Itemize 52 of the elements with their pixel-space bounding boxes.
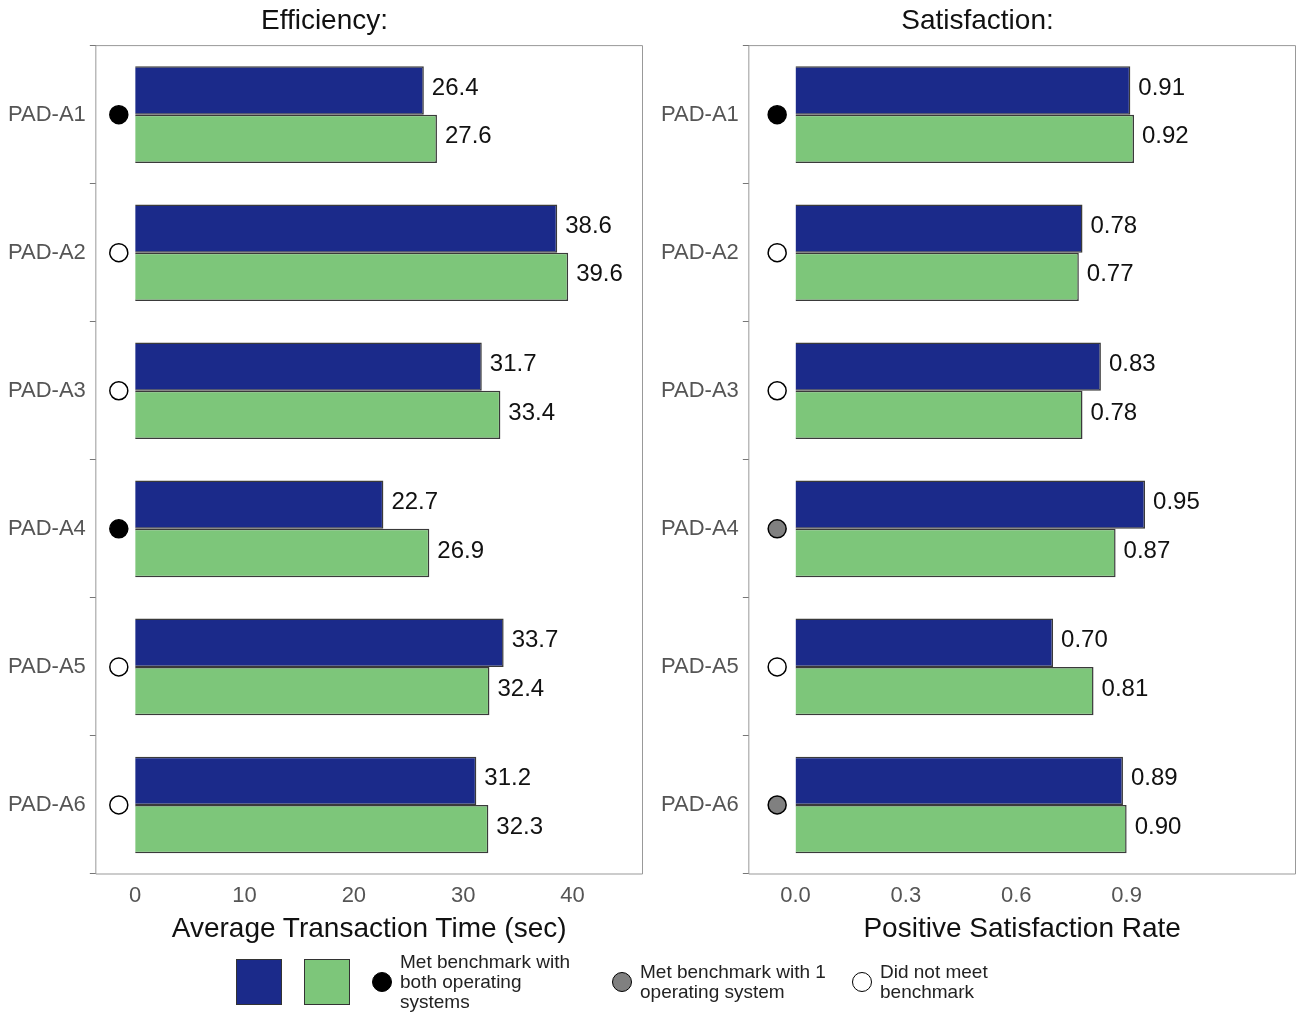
data-label: 22.7 [391,487,439,515]
data-label: 31.7 [489,349,537,377]
data-label: 39.6 [576,259,623,287]
y-tick-label: PAD-A6 [7,791,86,817]
chart-title: Efficiency: [260,3,389,35]
legend-label: Met benchmark with both operating systems [400,951,571,1012]
data-label: 0.95 [1153,487,1200,515]
data-label: 32.3 [496,811,544,839]
x-tick-label: 30 [450,882,476,908]
y-tick-label: PAD-A1 [660,100,739,126]
data-label: 31.2 [484,763,532,791]
data-label: 33.7 [511,625,559,653]
y-tick-label: PAD-A5 [660,652,739,678]
y-tick-label: PAD-A1 [7,100,86,126]
data-label: 0.89 [1130,763,1178,791]
y-tick-label: PAD-A4 [7,514,86,540]
x-tick-label: 40 [560,882,585,908]
y-tick-label: PAD-A3 [660,376,739,402]
data-label: 0.87 [1123,535,1171,563]
x-tick-label: 10 [232,882,257,908]
x-tick-label: 0.3 [890,882,922,908]
data-label: 0.77 [1086,259,1134,287]
data-label: 0.91 [1138,73,1186,101]
data-label: 0.83 [1108,349,1156,377]
x-tick-label: 0.6 [1000,882,1032,908]
data-label: 33.4 [508,397,556,425]
legend-label: Did not meet benchmark [880,960,989,1002]
y-tick-label: PAD-A4 [660,514,739,540]
x-axis-title: Average Transaction Time (sec) [171,911,567,943]
chart-title: Satisfaction: [901,3,1054,35]
y-tick-label: PAD-A5 [7,652,86,678]
data-label: 32.4 [497,673,545,701]
legend-label: Met benchmark with 1 operating system [640,960,827,1002]
y-tick-label: PAD-A2 [660,238,739,264]
x-tick-label: 0.9 [1111,882,1142,908]
y-tick-label: PAD-A6 [660,791,739,817]
data-label: 0.78 [1090,211,1138,239]
x-tick-label: 0 [129,882,142,908]
data-label: 27.6 [444,121,492,149]
data-label: 0.78 [1090,397,1138,425]
y-tick-label: PAD-A2 [7,238,86,264]
data-label: 0.70 [1061,625,1108,653]
data-label: 26.9 [437,535,485,563]
x-axis-title: Positive Satisfaction Rate [863,911,1181,943]
data-label: 38.6 [565,211,612,239]
data-label: 0.92 [1142,121,1189,149]
y-tick-label: PAD-A3 [7,376,86,402]
data-label: 26.4 [431,73,479,101]
x-tick-label: 0.0 [780,882,811,908]
data-label: 0.90 [1134,811,1182,839]
x-tick-label: 20 [341,882,367,908]
data-label: 0.81 [1101,673,1149,701]
